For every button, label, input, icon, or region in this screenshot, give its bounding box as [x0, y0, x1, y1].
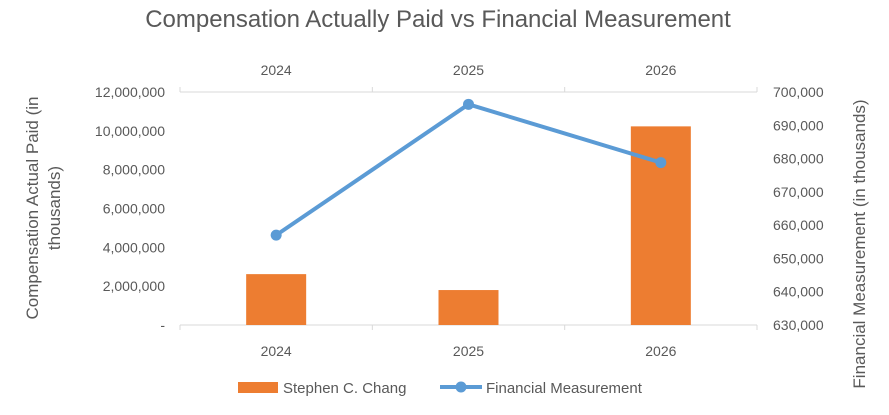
legend-swatch-bar: [238, 382, 278, 393]
y-left-axis-title-line: thousands): [45, 166, 64, 250]
y-left-tick-label: 4,000,000: [103, 239, 165, 255]
y-right-tick-label: 630,000: [773, 317, 824, 333]
y-right-tick-label: 640,000: [773, 284, 824, 300]
line-point: [655, 157, 667, 169]
legend-label-line: Financial Measurement: [486, 380, 643, 397]
legend-label-bar: Stephen C. Chang: [283, 380, 406, 397]
y-right-tick-label: 690,000: [773, 117, 824, 133]
x-tick-label-top: 2025: [453, 62, 484, 78]
y-right-tick-label: 700,000: [773, 84, 824, 100]
y-right-tick-label: 660,000: [773, 217, 824, 233]
line-path: [274, 102, 663, 238]
x-tick-label-bottom: 2024: [261, 343, 292, 359]
x-tick-label-bottom: 2025: [453, 343, 484, 359]
y-right-tick-label: 670,000: [773, 184, 824, 200]
chart-title: Compensation Actually Paid vs Financial …: [145, 6, 731, 33]
y-left-tick-label: 12,000,000: [95, 84, 165, 100]
legend-swatch-marker: [455, 381, 467, 393]
line-point: [463, 98, 474, 110]
line-series: [270, 98, 667, 241]
y-left-axis-title: Compensation Actual Paid (in thousands): [23, 96, 64, 319]
y-right-tick-label: 680,000: [773, 151, 824, 167]
y-left-tick-label: 6,000,000: [103, 201, 165, 217]
x-tick-label-top: 2026: [645, 62, 676, 78]
bar: [438, 290, 499, 325]
x-tick-label-top: 2024: [261, 62, 292, 78]
y-left-axis-title-line: Compensation Actual Paid (in: [23, 96, 42, 319]
line-point: [270, 229, 282, 241]
axes: - 2,000,000 4,000,000 6,000,000 8,000,000 10,…: [23, 62, 869, 389]
y-left-tick-label: 10,000,000: [95, 123, 165, 139]
bar: [246, 274, 307, 325]
y-right-tick-label: 650,000: [773, 250, 824, 266]
x-tick-label-bottom: 2026: [645, 343, 676, 359]
y-left-tick-label: 8,000,000: [103, 162, 165, 178]
y-right-axis-title: Financial Measurement (in thousands): [850, 99, 869, 388]
legend: Stephen C. Chang Financial Measurement: [238, 380, 643, 397]
y-left-tick-label: -: [160, 317, 165, 333]
y-left-tick-label: 2,000,000: [103, 278, 165, 294]
bar-series: [246, 126, 691, 326]
